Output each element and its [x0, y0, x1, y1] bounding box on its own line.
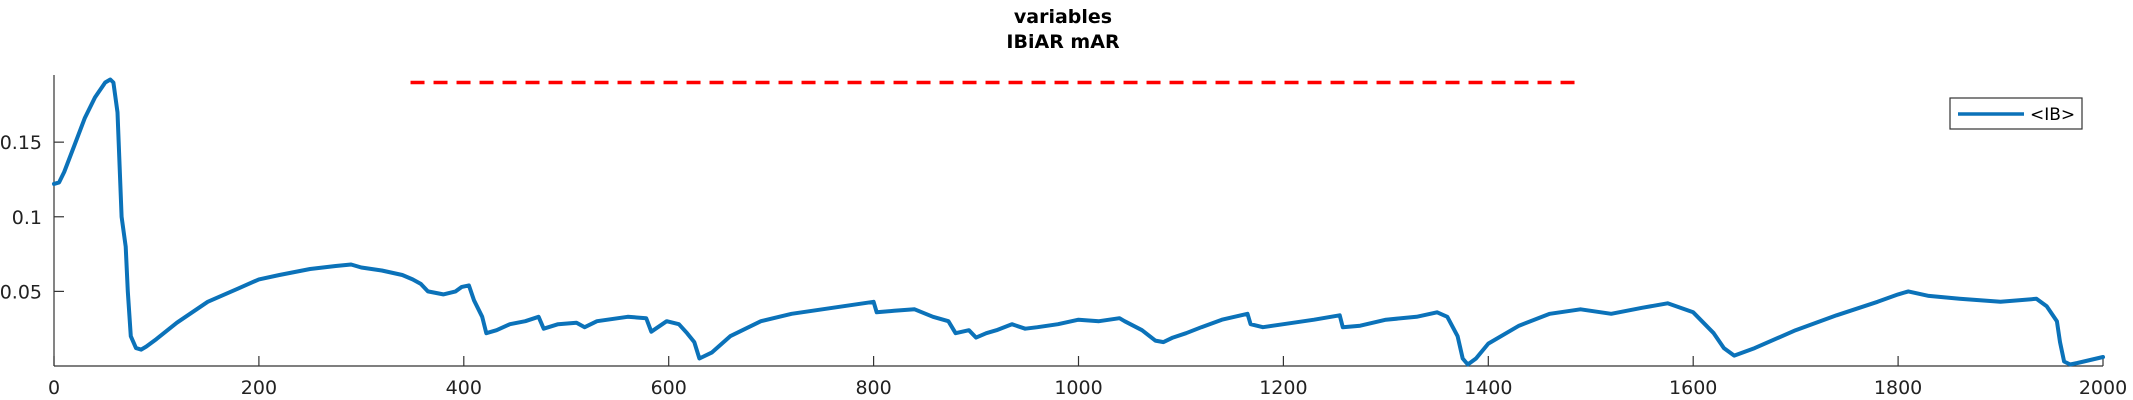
x-tick-label: 600: [651, 377, 687, 399]
x-tick-label: 200: [241, 377, 277, 399]
x-tick-label: 1600: [1669, 377, 1717, 399]
axes: [53, 75, 2103, 367]
x-tick-label: 0: [48, 377, 60, 399]
x-tick-label: 1800: [1874, 377, 1922, 399]
x-tick-label: 1200: [1259, 377, 1307, 399]
y-ticks: 0.05 0.1 0.15: [0, 132, 64, 303]
chart-title: variables: [1014, 6, 1112, 28]
legend: <IB>: [1949, 97, 2083, 130]
x-ticks: 0 200 400 600 800 1000 1200 1400 1600 1800 2000: [48, 356, 2127, 399]
chart-subtitle: IBiAR mAR: [1006, 31, 1120, 53]
y-tick-label: 0.15: [0, 132, 42, 154]
x-tick-label: 2000: [2079, 377, 2127, 399]
y-tick-label: 0.05: [0, 281, 42, 303]
series-layer: [52, 77, 2105, 367]
y-tick-label: 0.1: [12, 207, 42, 229]
legend-label: <IB>: [2030, 105, 2075, 125]
x-tick-label: 800: [855, 377, 891, 399]
series-line: [52, 77, 2105, 367]
x-tick-label: 1400: [1464, 377, 1512, 399]
x-tick-label: 1000: [1054, 377, 1102, 399]
x-tick-label: 400: [446, 377, 482, 399]
